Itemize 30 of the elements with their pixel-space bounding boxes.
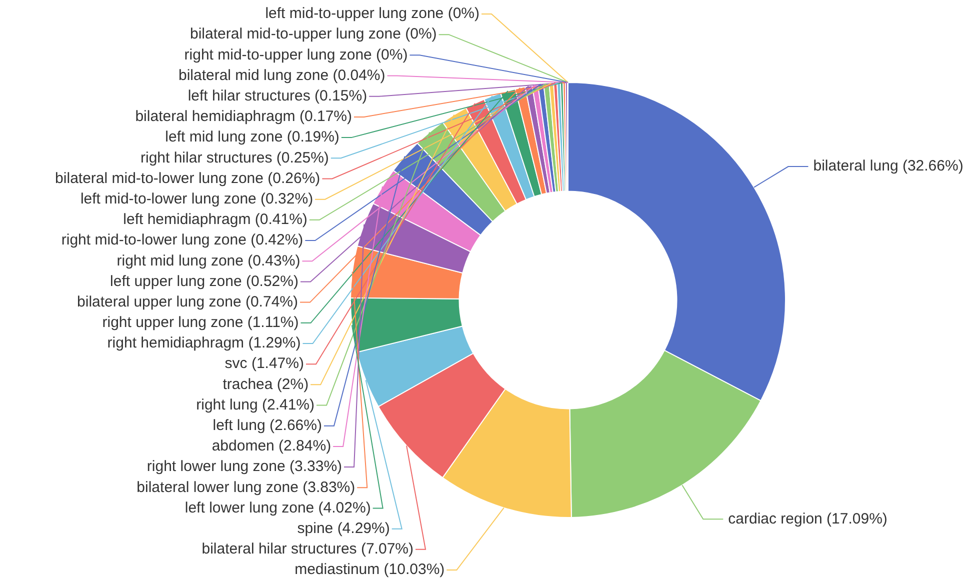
slice-label: bilateral mid lung zone (0.04%) — [178, 66, 386, 84]
slice-label: right upper lung zone (1.11%) — [102, 314, 299, 332]
slice-label: bilateral hemidiaphragm (0.17%) — [135, 108, 352, 126]
slice-label: left mid-to-lower lung zone (0.32%) — [80, 190, 314, 208]
slice-label: right mid lung zone (0.43%) — [116, 252, 300, 270]
slice-label: bilateral lower lung zone (3.83%) — [136, 478, 356, 496]
slice-label: bilateral lung (32.66%) — [813, 158, 964, 175]
slice-label: trachea (2%) — [222, 376, 309, 393]
slice-label: abdomen (2.84%) — [212, 438, 332, 455]
slice-label: left lower lung zone (4.02%) — [184, 499, 371, 516]
category-label: right mid-to-upper lung zone (0%) — [184, 46, 408, 64]
slice-label: bilateral upper lung zone (0.74%) — [77, 293, 298, 310]
slice-label: spine (4.29%) — [297, 520, 390, 537]
slice-label: cardiac region (17.09%) — [728, 510, 888, 528]
slice-label: bilateral mid-to-lower lung zone (0.26%) — [55, 170, 320, 187]
slice-label: left hilar structures (0.15%) — [188, 88, 368, 105]
slice-label: bilateral hilar structures (7.07%) — [202, 540, 414, 558]
category-label: left mid-to-upper lung zone (0%) — [265, 5, 480, 22]
slice-label: left mid lung zone (0.19%) — [165, 128, 340, 146]
slice-label: right lung (2.41%) — [196, 396, 315, 414]
slice-label: right mid-to-lower lung zone (0.42%) — [61, 232, 304, 249]
category-label: bilateral mid-to-upper lung zone (0%) — [190, 26, 437, 43]
slice-label: right hemidiaphragm (1.29%) — [107, 334, 301, 352]
slice-label: left hemidiaphragm (0.41%) — [123, 211, 308, 228]
slice-label: left lung (2.66%) — [212, 416, 322, 434]
slice-label: mediastinum (10.03%) — [294, 561, 445, 578]
slice-label: svc (1.47%) — [224, 355, 304, 372]
slice-label: right hilar structures (0.25%) — [140, 149, 329, 166]
slice-label: left upper lung zone (0.52%) — [110, 272, 298, 290]
slice-label: right lower lung zone (3.33%) — [146, 458, 342, 476]
